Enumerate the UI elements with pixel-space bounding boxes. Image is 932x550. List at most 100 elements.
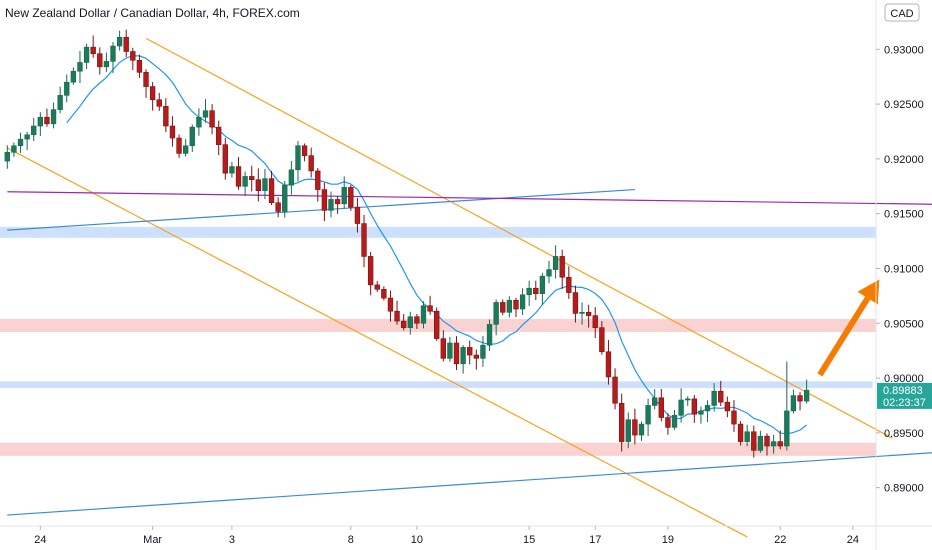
candle — [163, 98, 169, 133]
candle — [229, 161, 235, 178]
candle — [216, 120, 222, 156]
trendline-channel-upper-0[interactable] — [145, 37, 893, 439]
candle — [440, 330, 446, 362]
candle — [361, 214, 367, 268]
trendline-support-2[interactable] — [7, 188, 635, 231]
candle — [334, 196, 341, 214]
candle — [731, 399, 737, 432]
candle — [308, 147, 314, 178]
y-tick-label: 0.91000 — [884, 263, 924, 275]
arrow-shaft[interactable] — [817, 296, 871, 377]
trendline-channel-lower-1[interactable] — [7, 147, 748, 538]
candle — [70, 67, 77, 85]
current-price-box — [877, 382, 932, 409]
x-tick-label: 19 — [662, 534, 674, 546]
y-tick-label: 0.90500 — [884, 318, 924, 330]
candle — [116, 30, 123, 51]
candle — [427, 295, 433, 315]
candle — [77, 51, 83, 83]
trendline-resistance-4[interactable] — [7, 191, 932, 206]
y-tick-label: 0.90000 — [884, 373, 924, 385]
candle — [222, 138, 228, 180]
candle — [711, 383, 717, 412]
candle — [645, 398, 651, 437]
zone-blue-0[interactable] — [0, 226, 876, 238]
time-axis: 24 Mar 3 8 10 15 17 19 22 24 — [34, 526, 859, 546]
candles — [4, 29, 810, 458]
x-tick-label: 22 — [774, 534, 786, 546]
candle — [533, 280, 539, 301]
x-tick-label: 10 — [411, 534, 423, 546]
candle — [685, 396, 691, 407]
candle — [242, 171, 248, 197]
candle — [592, 307, 598, 339]
candle — [44, 108, 50, 127]
currency-badge[interactable]: CAD — [890, 8, 913, 20]
candle — [176, 134, 182, 158]
candle — [585, 304, 592, 328]
candle — [202, 99, 209, 123]
candle — [632, 408, 638, 445]
price-axis: 0.93000 0.92500 0.92000 0.91500 0.91000 0.905… — [876, 44, 924, 495]
candle — [4, 145, 10, 169]
candle — [282, 180, 288, 218]
candle — [612, 368, 618, 410]
candle — [718, 380, 724, 407]
x-tick-label: 17 — [589, 534, 601, 546]
candle — [255, 168, 262, 202]
trendlines — [7, 37, 932, 538]
y-tick-label: 0.89500 — [884, 428, 924, 440]
candle — [394, 300, 400, 325]
candle — [17, 132, 24, 153]
candle — [513, 297, 519, 318]
candle — [764, 433, 770, 456]
candle — [182, 139, 189, 157]
candle — [566, 266, 572, 299]
candle — [348, 184, 354, 211]
candle — [64, 74, 70, 103]
y-tick-label: 0.92500 — [884, 99, 924, 111]
y-tick-label: 0.92000 — [884, 154, 924, 166]
candle — [605, 339, 612, 385]
bar-countdown-label: 02:23:37 — [883, 397, 926, 409]
candle — [341, 176, 347, 209]
arrow-annotation — [817, 279, 880, 377]
candle — [381, 286, 387, 301]
candle — [407, 311, 413, 335]
candle — [295, 140, 301, 182]
y-tick-label: 0.91500 — [884, 209, 924, 221]
candle — [50, 102, 57, 129]
zones — [0, 226, 876, 456]
candle — [420, 301, 427, 329]
candle — [447, 336, 453, 362]
x-tick-label: Mar — [143, 534, 162, 546]
candle — [387, 290, 394, 322]
chart-title: New Zealand Dollar / Canadian Dollar, 4h… — [5, 6, 300, 20]
trendline-support-3[interactable] — [7, 444, 932, 516]
current-price-tag: 0.89883 02:23:37 — [877, 382, 932, 409]
candle — [414, 313, 420, 329]
arrow-head[interactable] — [857, 279, 880, 305]
x-tick-label: 24 — [847, 534, 859, 546]
candle — [460, 345, 466, 374]
zone-red-3[interactable] — [0, 442, 876, 456]
candle — [235, 157, 242, 190]
candle — [526, 280, 532, 306]
candle — [209, 104, 215, 135]
candle — [24, 131, 30, 151]
candle — [539, 272, 546, 305]
x-tick-label: 24 — [34, 534, 46, 546]
candle — [262, 169, 268, 200]
candle — [467, 340, 473, 365]
zone-blue-2[interactable] — [0, 381, 873, 388]
candle — [367, 251, 374, 296]
y-tick-label: 0.89000 — [884, 483, 924, 495]
candle — [658, 388, 664, 422]
candle — [189, 124, 195, 153]
currency-badge-box[interactable] — [884, 3, 920, 22]
candle — [797, 392, 803, 411]
candle — [652, 389, 658, 410]
candle — [400, 314, 407, 331]
candle — [599, 321, 605, 355]
